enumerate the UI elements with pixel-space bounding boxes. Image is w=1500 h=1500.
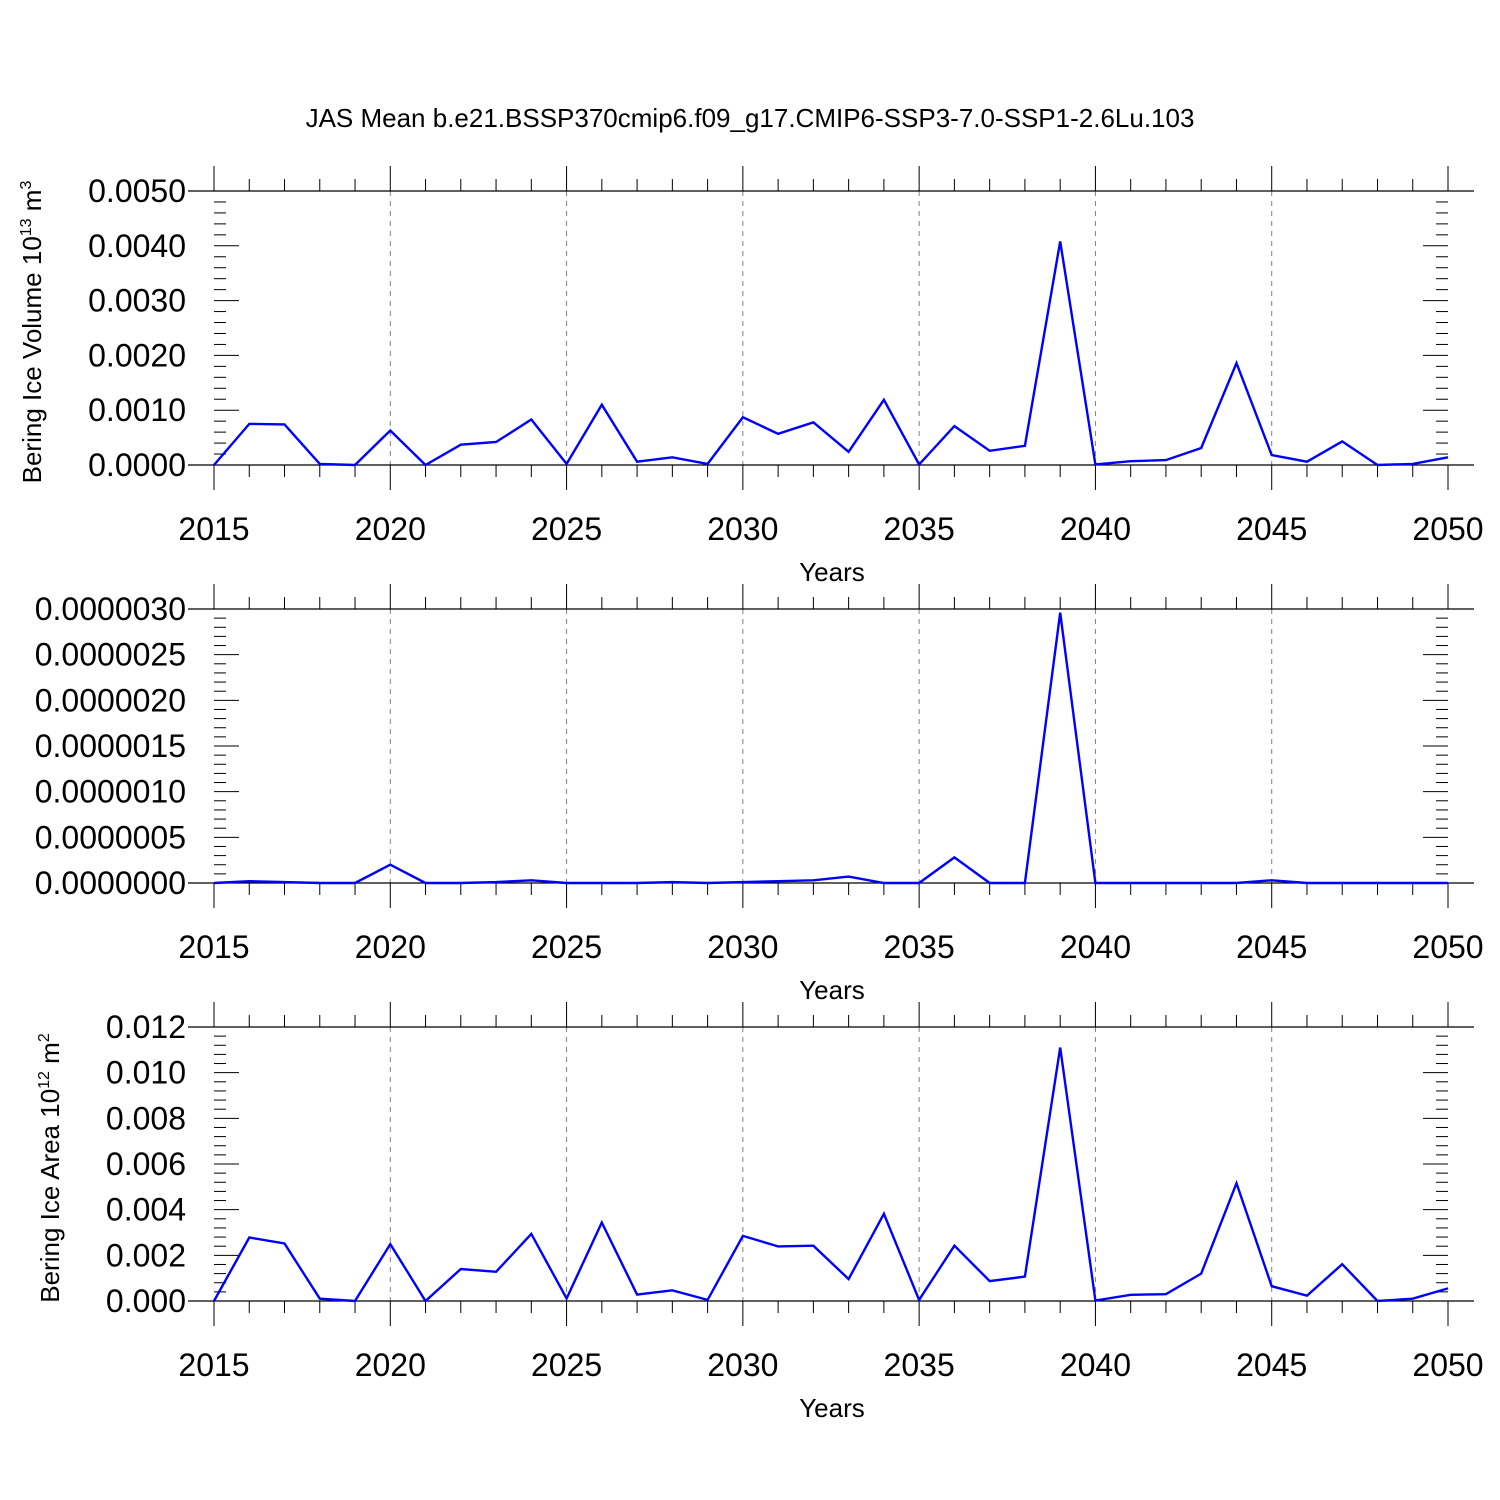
x-tick-label: 2045 xyxy=(1236,1347,1307,1383)
y-tick-label: 0.0020 xyxy=(88,337,186,373)
x-tick-label: 2020 xyxy=(355,1347,426,1383)
x-tick-label: 2025 xyxy=(531,511,602,547)
x-tick-label: 2040 xyxy=(1060,1347,1131,1383)
x-tick-label: 2015 xyxy=(178,511,249,547)
y-label-exponent: 2 xyxy=(36,1033,53,1042)
series-line xyxy=(212,1047,1449,1303)
x-tick-label: 2035 xyxy=(884,929,955,965)
y-axis-label: Bering Ice Area 1012 m2 xyxy=(35,1033,65,1303)
x-tick-label: 2030 xyxy=(707,511,778,547)
y-tick-label: 0.010 xyxy=(106,1055,186,1091)
y-tick-label: 0.0030 xyxy=(88,283,186,319)
y-tick-label: 0.012 xyxy=(106,1009,186,1045)
y-axis-label: Bering Ice Volume 1013 m3 xyxy=(17,181,47,484)
y-tick-label: 0.006 xyxy=(106,1146,186,1182)
chart-panel-1: 0.0000 0.0010 0.0020 0.0030 0.0040 0.0050 2015… xyxy=(17,166,1484,587)
y-tick-label: 0.0000 xyxy=(88,447,186,483)
y-tick-label: 0.002 xyxy=(106,1237,186,1273)
y-tick-label: 0.0000005 xyxy=(35,819,186,855)
y-tick-label: 0.008 xyxy=(106,1100,186,1136)
y-label-text: Bering Ice Volume 10 xyxy=(17,236,47,483)
x-tick-label: 2050 xyxy=(1412,929,1483,965)
y-tick-label: 0.0050 xyxy=(88,173,186,209)
series-line xyxy=(213,612,1448,885)
y-tick-label: 0.0040 xyxy=(88,228,186,264)
chart-panel-3: 0.000 0.002 0.004 0.006 0.008 0.010 0.012 2015 2… xyxy=(35,1002,1484,1423)
y-tick-label: 0.0000025 xyxy=(35,637,186,673)
x-tick-label: 2040 xyxy=(1060,929,1131,965)
x-tick-label: 2030 xyxy=(707,1347,778,1383)
y-label-text: m xyxy=(17,190,47,219)
y-label-text: Bering Ice Area 10 xyxy=(35,1089,65,1303)
y-tick-label: 0.0000015 xyxy=(35,728,186,764)
y-tick-label: 0.0000000 xyxy=(35,865,186,901)
x-tick-label: 2045 xyxy=(1236,511,1307,547)
x-tick-label: 2050 xyxy=(1412,511,1483,547)
chart-title: JAS Mean b.e21.BSSP370cmip6.f09_g17.CMIP… xyxy=(306,103,1195,133)
x-tick-label: 2035 xyxy=(884,1347,955,1383)
x-tick-label: 2020 xyxy=(355,929,426,965)
x-tick-label: 2025 xyxy=(531,929,602,965)
x-tick-label: 2050 xyxy=(1412,1347,1483,1383)
y-tick-label: 0.0000020 xyxy=(35,682,186,718)
x-tick-label: 2015 xyxy=(178,929,249,965)
chart-panel-2: 0.0000000 0.0000005 0.0000010 0.0000015 0.00… xyxy=(35,584,1484,1005)
x-axis-label: Years xyxy=(799,975,865,1005)
x-tick-label: 2035 xyxy=(884,511,955,547)
x-tick-label: 2025 xyxy=(531,1347,602,1383)
y-tick-label: 0.004 xyxy=(106,1192,186,1228)
x-tick-label: 2020 xyxy=(355,511,426,547)
series-line xyxy=(213,241,1449,467)
y-tick-label: 0.000 xyxy=(106,1283,186,1319)
x-tick-label: 2015 xyxy=(178,1347,249,1383)
y-label-exponent: 13 xyxy=(18,218,35,236)
x-axis-label: Years xyxy=(799,557,865,587)
y-tick-label: 0.0000010 xyxy=(35,774,186,810)
x-tick-label: 2040 xyxy=(1060,511,1131,547)
y-label-exponent: 12 xyxy=(36,1071,53,1089)
y-label-text: m xyxy=(35,1042,65,1071)
x-tick-label: 2045 xyxy=(1236,929,1307,965)
y-tick-label: 0.0000030 xyxy=(35,591,186,627)
x-axis-label: Years xyxy=(799,1393,865,1423)
y-label-exponent: 3 xyxy=(18,181,35,190)
y-tick-label: 0.0010 xyxy=(88,392,186,428)
x-tick-label: 2030 xyxy=(707,929,778,965)
